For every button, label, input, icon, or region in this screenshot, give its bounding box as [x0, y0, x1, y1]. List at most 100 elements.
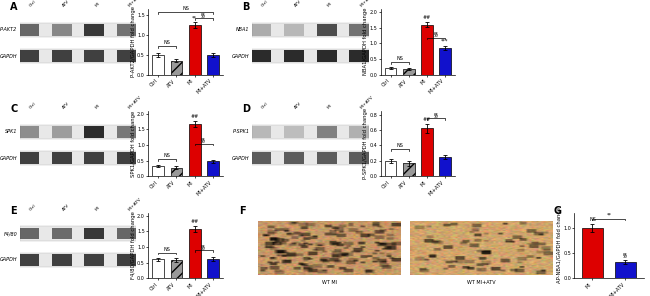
Bar [51, 24, 72, 36]
Text: C: C [10, 104, 18, 114]
Bar [19, 126, 39, 138]
Text: **: ** [606, 213, 612, 218]
Y-axis label: AP-NBA1/GAPDH fold change: AP-NBA1/GAPDH fold change [557, 207, 562, 283]
Bar [252, 23, 369, 37]
Text: ATV: ATV [62, 202, 70, 211]
Bar [349, 152, 369, 164]
Bar [170, 61, 183, 75]
Text: G: G [554, 206, 562, 216]
Bar [117, 126, 137, 138]
Text: Ctrl: Ctrl [29, 203, 37, 211]
Text: WT MI: WT MI [322, 280, 337, 284]
Y-axis label: F4/80/GAPDH fold change: F4/80/GAPDH fold change [131, 211, 136, 279]
Text: ATV: ATV [62, 0, 70, 8]
Text: F4/80: F4/80 [3, 231, 17, 236]
Text: ##: ## [422, 15, 431, 20]
Text: F: F [239, 206, 246, 216]
Y-axis label: NBA1/GAPDH fold change: NBA1/GAPDH fold change [363, 8, 368, 75]
Text: E: E [10, 206, 17, 216]
Bar [19, 254, 39, 266]
Text: ATV: ATV [294, 101, 302, 110]
Text: A: A [10, 2, 18, 12]
Text: GAPDH: GAPDH [0, 54, 17, 59]
Text: Ctrl: Ctrl [261, 101, 269, 110]
Bar [20, 252, 136, 267]
Bar [170, 260, 183, 278]
Bar [152, 260, 164, 278]
Bar [251, 152, 271, 164]
Bar [19, 228, 39, 239]
Bar [188, 229, 200, 278]
Text: MI+ATV: MI+ATV [359, 0, 374, 8]
Text: GAPDH: GAPDH [232, 155, 250, 160]
Bar [84, 228, 105, 239]
Text: SPK1: SPK1 [5, 129, 17, 134]
Text: ##: ## [190, 114, 199, 119]
Text: NS: NS [164, 40, 171, 45]
Bar [615, 262, 636, 278]
Bar [51, 254, 72, 266]
Bar [421, 128, 433, 176]
Text: NS: NS [164, 153, 171, 158]
Bar [252, 125, 369, 139]
Bar [207, 55, 218, 75]
Bar [51, 50, 72, 62]
Bar [582, 228, 603, 278]
Bar [317, 24, 337, 36]
Text: GAPDH: GAPDH [232, 54, 250, 59]
Text: ATV: ATV [294, 0, 302, 8]
Bar [385, 68, 396, 75]
Bar [51, 152, 72, 164]
Text: MI: MI [94, 205, 101, 211]
Bar [84, 50, 105, 62]
Bar [20, 125, 136, 139]
Text: MI: MI [94, 103, 101, 110]
Text: GAPDH: GAPDH [0, 257, 17, 262]
Text: MI+ATV: MI+ATV [127, 95, 142, 110]
Bar [19, 24, 39, 36]
Bar [20, 49, 136, 63]
Bar [349, 126, 369, 138]
Text: MI: MI [326, 1, 333, 8]
Text: WT MI+ATV: WT MI+ATV [467, 280, 496, 284]
Text: B: B [242, 2, 250, 12]
Bar [152, 55, 164, 75]
Text: MI+ATV: MI+ATV [127, 0, 142, 8]
Bar [20, 151, 136, 165]
Text: §§: §§ [623, 252, 628, 258]
Text: MI: MI [94, 1, 101, 8]
Bar [19, 152, 39, 164]
Bar [152, 166, 164, 176]
Bar [317, 50, 337, 62]
Bar [188, 124, 200, 176]
Y-axis label: P-AKT2/GAPDH fold change: P-AKT2/GAPDH fold change [131, 6, 136, 77]
Text: MI+ATV: MI+ATV [127, 197, 142, 211]
Bar [20, 23, 136, 37]
Bar [439, 157, 451, 176]
Text: NS: NS [589, 217, 596, 222]
Bar [317, 126, 337, 138]
Bar [284, 50, 304, 62]
Text: §§: §§ [434, 32, 439, 37]
Text: §§: §§ [202, 12, 206, 17]
Bar [170, 168, 183, 176]
Bar [349, 24, 369, 36]
Bar [251, 126, 271, 138]
Bar [439, 48, 451, 75]
Bar [349, 50, 369, 62]
Bar [251, 50, 271, 62]
Text: NS: NS [396, 56, 403, 61]
Bar [84, 126, 105, 138]
Text: NS: NS [396, 143, 403, 148]
Bar [19, 50, 39, 62]
Bar [284, 126, 304, 138]
Bar [84, 254, 105, 266]
Bar [51, 126, 72, 138]
Bar [252, 151, 369, 165]
Bar [284, 24, 304, 36]
Text: **: ** [192, 15, 197, 20]
Text: ***: *** [441, 39, 448, 44]
Text: NS: NS [164, 247, 171, 252]
Bar [421, 25, 433, 75]
Bar [84, 24, 105, 36]
